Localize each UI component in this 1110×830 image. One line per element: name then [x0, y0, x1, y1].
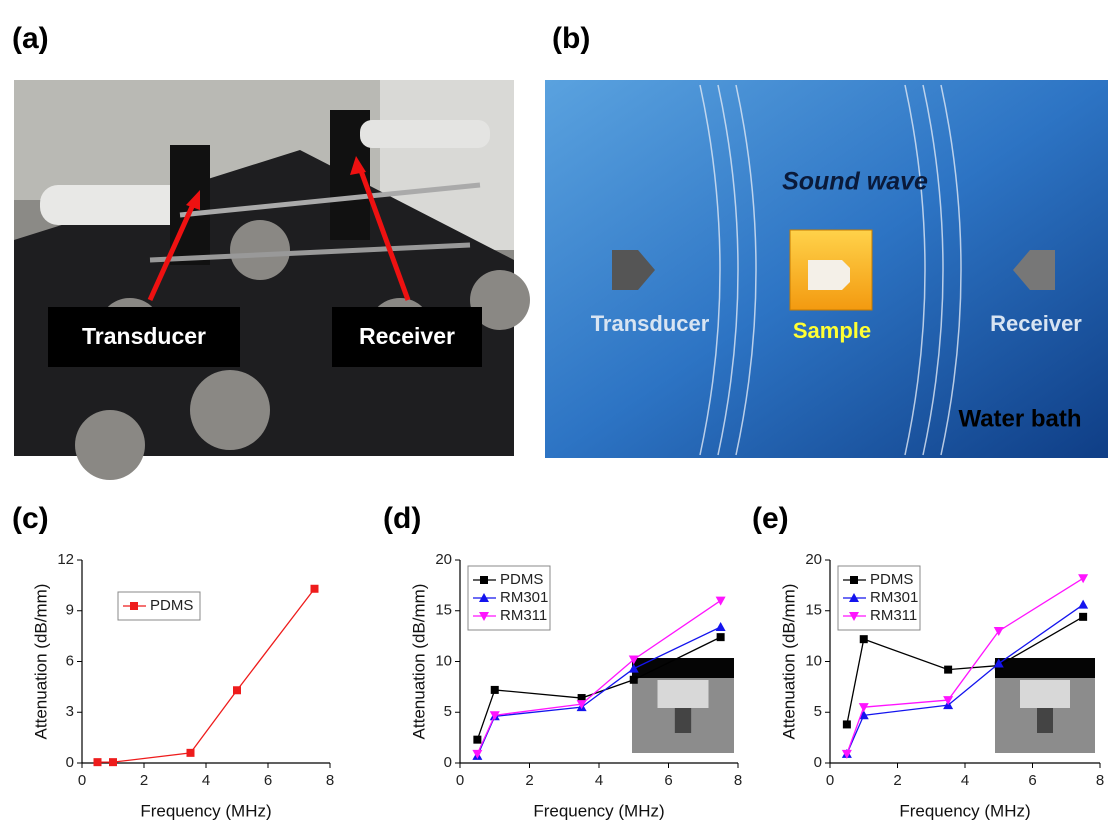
y-tick-label: 3 — [66, 703, 74, 720]
diagram-label: Transducer — [591, 311, 710, 336]
y-tick-label: 0 — [66, 754, 74, 771]
inset-image — [995, 658, 1095, 678]
marker — [311, 585, 319, 593]
x-axis-label: Frequency (MHz) — [140, 801, 271, 820]
panel-label: (b) — [552, 22, 590, 55]
legend-label: RM311 — [500, 607, 547, 624]
legend-label: PDMS — [870, 571, 913, 588]
marker — [944, 666, 952, 674]
x-tick-label: 6 — [1028, 772, 1036, 789]
legend-marker — [480, 576, 488, 584]
marker — [716, 622, 726, 631]
y-tick-label: 10 — [805, 652, 822, 669]
marker — [1078, 574, 1088, 583]
inset-image — [1037, 708, 1053, 733]
x-tick-label: 4 — [202, 772, 210, 789]
diagram-label: Receiver — [990, 311, 1082, 336]
x-tick-label: 0 — [826, 772, 834, 789]
x-tick-label: 0 — [78, 772, 86, 789]
panel-label: (a) — [12, 22, 49, 55]
x-tick-label: 2 — [893, 772, 901, 789]
x-tick-label: 6 — [664, 772, 672, 789]
marker — [491, 686, 499, 694]
y-tick-label: 20 — [805, 551, 822, 568]
marker — [717, 633, 725, 641]
y-tick-label: 9 — [66, 602, 74, 619]
marker — [94, 758, 102, 766]
marker — [109, 758, 117, 766]
figure: (a) Transducer Receiver (b) So — [0, 0, 1110, 830]
photo-label: Receiver — [359, 323, 455, 349]
x-tick-label: 0 — [456, 772, 464, 789]
x-tick-label: 2 — [525, 772, 533, 789]
inset-image — [632, 658, 734, 678]
panel-label: (d) — [383, 502, 421, 535]
x-tick-label: 8 — [734, 772, 742, 789]
marker — [860, 635, 868, 643]
marker — [1079, 613, 1087, 621]
marker — [630, 676, 638, 684]
y-tick-label: 6 — [66, 652, 74, 669]
x-tick-label: 2 — [140, 772, 148, 789]
legend-label: RM311 — [870, 607, 917, 624]
marker — [233, 686, 241, 694]
y-tick-label: 15 — [435, 602, 452, 619]
inset-image — [675, 708, 691, 733]
diagram-label: Water bath — [958, 405, 1081, 432]
legend-marker — [850, 576, 858, 584]
x-tick-label: 8 — [1096, 772, 1104, 789]
marker — [473, 736, 481, 744]
photo: Transducer Receiver — [14, 80, 530, 480]
diagram-label: Sample — [793, 318, 871, 343]
marker — [1078, 600, 1088, 609]
y-tick-label: 5 — [444, 703, 452, 720]
y-tick-label: 12 — [57, 551, 74, 568]
diagram: Sound wave Transducer Sample Receiver Wa… — [545, 80, 1108, 458]
y-tick-label: 0 — [814, 754, 822, 771]
marker — [187, 749, 195, 757]
legend-label: RM301 — [870, 589, 918, 606]
y-tick-label: 15 — [805, 602, 822, 619]
y-axis-label: Attenuation (dB/mm) — [779, 584, 798, 740]
legend-marker — [130, 602, 138, 610]
diagram-label: Sound wave — [782, 168, 928, 196]
y-tick-label: 10 — [435, 652, 452, 669]
photo-label: Transducer — [82, 323, 206, 349]
marker — [843, 720, 851, 728]
x-tick-label: 4 — [595, 772, 603, 789]
marker — [859, 703, 869, 712]
legend-label: RM301 — [500, 589, 548, 606]
inset-image — [658, 680, 709, 708]
inset-image — [1020, 680, 1070, 708]
marker — [994, 627, 1004, 636]
legend-label: PDMS — [150, 597, 193, 614]
x-tick-label: 4 — [961, 772, 969, 789]
x-axis-label: Frequency (MHz) — [899, 801, 1030, 820]
legend-label: PDMS — [500, 571, 543, 588]
panel-label: (c) — [12, 502, 49, 535]
y-tick-label: 20 — [435, 551, 452, 568]
panel-label: (e) — [752, 502, 789, 535]
y-tick-label: 0 — [444, 754, 452, 771]
y-tick-label: 5 — [814, 703, 822, 720]
marker — [716, 597, 726, 606]
x-axis-label: Frequency (MHz) — [533, 801, 664, 820]
x-tick-label: 6 — [264, 772, 272, 789]
y-axis-label: Attenuation (dB/mm) — [31, 584, 50, 740]
x-tick-label: 8 — [326, 772, 334, 789]
y-axis-label: Attenuation (dB/mm) — [409, 584, 428, 740]
